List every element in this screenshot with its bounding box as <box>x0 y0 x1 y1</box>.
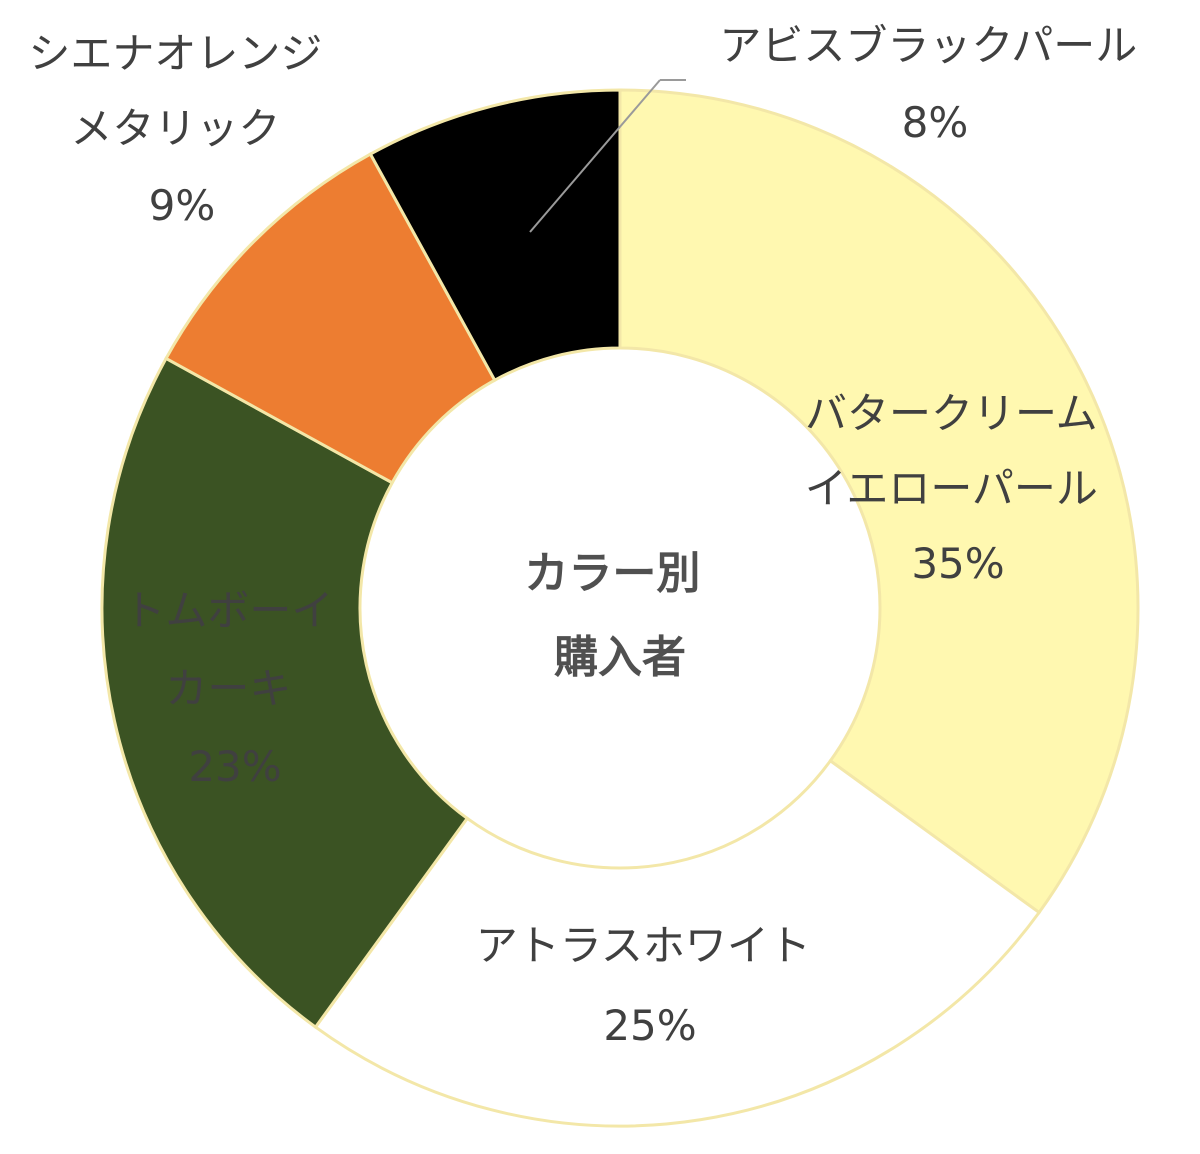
slice-abyss-black <box>368 88 622 383</box>
slice-percent: 25% <box>603 1001 696 1050</box>
slice-name-line: メタリック <box>70 104 280 153</box>
slice-sienna-orange <box>164 152 497 485</box>
slice-name-line: カーキ <box>165 664 291 713</box>
slice-name-line: イエローパール <box>805 464 1098 513</box>
slice-label-atlas-white: アトラスホワイト 25% <box>476 921 825 1050</box>
leader-line-diagonal <box>529 79 661 233</box>
slice-percent: 23% <box>188 742 281 791</box>
slice-name-line: バタークリーム <box>805 389 1098 438</box>
slice-name-line: アビスブラックパール <box>719 21 1137 70</box>
slice-name-line: トムボーイ <box>123 586 333 635</box>
slice-percent: 8% <box>902 98 969 147</box>
slice-label-sienna-orange: シエナオレンジ メタリック 9% <box>28 29 335 230</box>
center-title: カラー別 購入者 <box>524 548 715 683</box>
slice-label-tomboy-khaki: トムボーイ カーキ 23% <box>123 586 346 791</box>
slice-name-line: シエナオレンジ <box>28 29 322 78</box>
center-title-line-1: カラー別 <box>524 548 700 599</box>
slice-percent: 35% <box>911 539 1004 588</box>
slice-percent: 9% <box>149 181 216 230</box>
slice-name-line: アトラスホワイト <box>476 921 811 970</box>
slice-atlas-white <box>313 758 1042 1128</box>
donut-slices <box>100 88 1140 1128</box>
slice-label-butter-cream: バタークリーム イエローパール 35% <box>805 389 1112 588</box>
slice-butter-cream <box>618 88 1140 915</box>
slice-tomboy-khaki <box>100 356 470 1030</box>
slice-label-abyss-black: アビスブラックパール 8% <box>719 21 1150 147</box>
center-title-line-2: 購入者 <box>554 632 686 683</box>
